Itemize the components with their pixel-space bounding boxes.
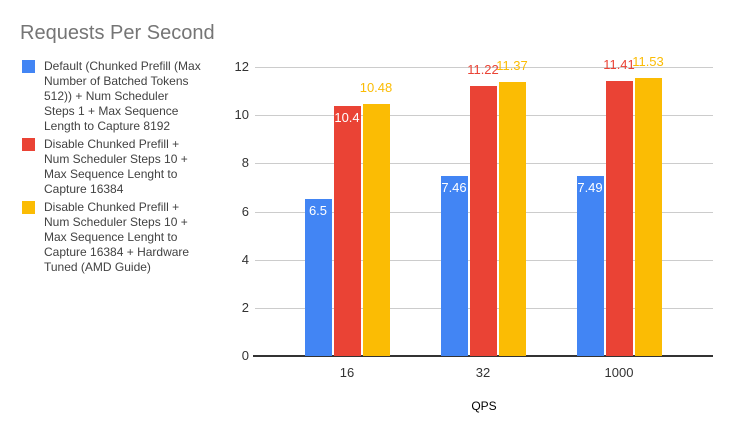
x-tick-label-16: 16 <box>339 365 355 380</box>
bar-value-label-series3-cat1000: 11.53 <box>632 54 664 70</box>
bar-value-label-series1-cat16: 6.5 <box>308 203 328 219</box>
legend-swatch-icon <box>22 60 35 73</box>
bar-value-label-series2-cat16: 10.4 <box>334 109 360 125</box>
bar-value-label-series1-cat1000: 7.49 <box>577 179 603 195</box>
bar-value-label-series3-cat32: 11.37 <box>496 58 528 74</box>
y-tick-label-2: 2 <box>241 299 249 315</box>
y-tick-label-6: 6 <box>241 203 249 219</box>
y-tick-label-0: 0 <box>241 348 249 363</box>
bar-series3-cat32 <box>498 82 526 356</box>
legend-item-3: Disable Chunked Prefill + Num Scheduler … <box>22 200 237 275</box>
legend-label-3: Disable Chunked Prefill + Num Scheduler … <box>44 200 190 274</box>
bar-series2-cat16 <box>333 105 361 356</box>
y-tick-label-8: 8 <box>241 155 249 171</box>
plot-area: QPS 0 2 4 6 8 10 12 6.5 7.46 7.49 10.4 11.22 11.41 10… <box>235 54 713 413</box>
y-tick-label-10: 10 <box>234 107 249 123</box>
bar-value-label-series1-cat32: 7.46 <box>441 180 467 196</box>
x-tick-label-1000: 1000 <box>604 365 634 380</box>
x-tick-label-32: 32 <box>475 365 491 380</box>
bar-series2-cat1000 <box>605 81 633 356</box>
bar-series1-cat1000 <box>576 175 604 356</box>
legend: Default (Chunked Prefill (Max Number of … <box>22 59 237 278</box>
bar-value-label-series2-cat32: 11.22 <box>467 61 499 77</box>
legend-label-1: Default (Chunked Prefill (Max Number of … <box>44 59 201 133</box>
bar-series3-cat1000 <box>634 78 662 356</box>
bar-series1-cat16 <box>304 199 332 356</box>
bar-series3-cat16 <box>362 103 390 356</box>
bar-series2-cat32 <box>469 85 497 356</box>
legend-item-1: Default (Chunked Prefill (Max Number of … <box>22 59 237 134</box>
chart-title: Requests Per Second <box>20 22 215 44</box>
x-axis-title: QPS <box>471 399 497 413</box>
bar-value-label-series3-cat16: 10.48 <box>359 79 393 95</box>
x-axis-baseline <box>253 355 713 357</box>
y-tick-label-12: 12 <box>234 59 249 74</box>
gridline-y12 <box>255 67 713 68</box>
bar-series1-cat32 <box>440 176 468 356</box>
legend-label-2: Disable Chunked Prefill + Num Scheduler … <box>44 137 188 196</box>
legend-swatch-icon <box>22 201 35 214</box>
legend-item-2: Disable Chunked Prefill + Num Scheduler … <box>22 137 237 197</box>
y-tick-label-4: 4 <box>241 251 249 267</box>
bar-value-label-series2-cat1000: 11.41 <box>603 57 635 73</box>
legend-swatch-icon <box>22 138 35 151</box>
